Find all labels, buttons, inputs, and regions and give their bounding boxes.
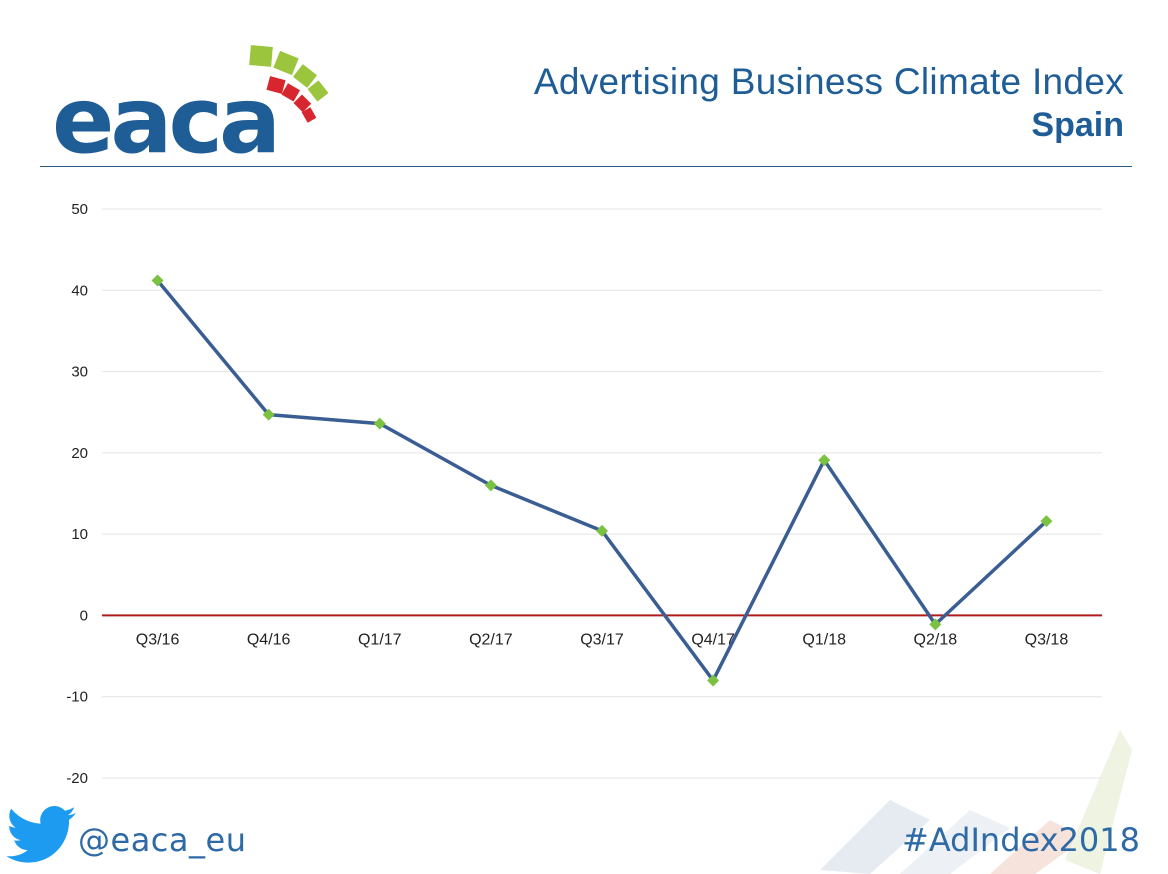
x-tick-label: Q4/17 [691, 631, 735, 648]
x-tick-label: Q3/16 [136, 631, 180, 648]
y-tick-label: -20 [66, 770, 88, 787]
data-point-marker [262, 408, 275, 421]
y-tick-label: 30 [71, 364, 88, 381]
page-subtitle: Spain [1031, 106, 1124, 144]
x-tick-label: Q3/17 [580, 631, 624, 648]
x-tick-label: Q2/18 [914, 631, 958, 648]
title-block: Advertising Business Climate Index Spain [534, 62, 1124, 148]
x-tick-label: Q2/17 [469, 631, 513, 648]
data-point-marker [484, 479, 497, 492]
y-tick-label: 50 [71, 201, 88, 218]
x-tick-label: Q1/17 [358, 631, 402, 648]
twitter-bird-icon [6, 806, 76, 863]
twitter-handle[interactable]: @eaca_eu [78, 821, 247, 859]
data-point-marker [707, 674, 720, 687]
page-title: Advertising Business Climate Index [533, 61, 1124, 102]
decorative-shapes [820, 730, 1132, 874]
x-tick-label: Q4/16 [247, 631, 291, 648]
data-point-marker [596, 524, 608, 537]
eaca-logo: eaca [52, 45, 329, 165]
x-tick-label: Q3/18 [1025, 631, 1069, 648]
y-tick-label: -10 [66, 689, 88, 706]
data-point-marker [373, 417, 386, 430]
logo-arc-icon [249, 45, 329, 123]
y-tick-label: 10 [71, 526, 88, 543]
data-point-marker [151, 274, 164, 287]
logo-wordmark: eaca [52, 67, 277, 165]
header-divider [40, 166, 1132, 167]
y-tick-label: 20 [71, 445, 88, 462]
y-tick-label: 40 [71, 282, 88, 299]
x-tick-label: Q1/18 [802, 631, 846, 648]
hashtag: #AdIndex2018 [902, 821, 1140, 859]
data-point-marker [929, 618, 942, 631]
data-point-marker [1040, 515, 1053, 528]
data-point-marker [818, 454, 831, 467]
series-line [156, 279, 1048, 683]
y-tick-label: 0 [80, 607, 88, 624]
